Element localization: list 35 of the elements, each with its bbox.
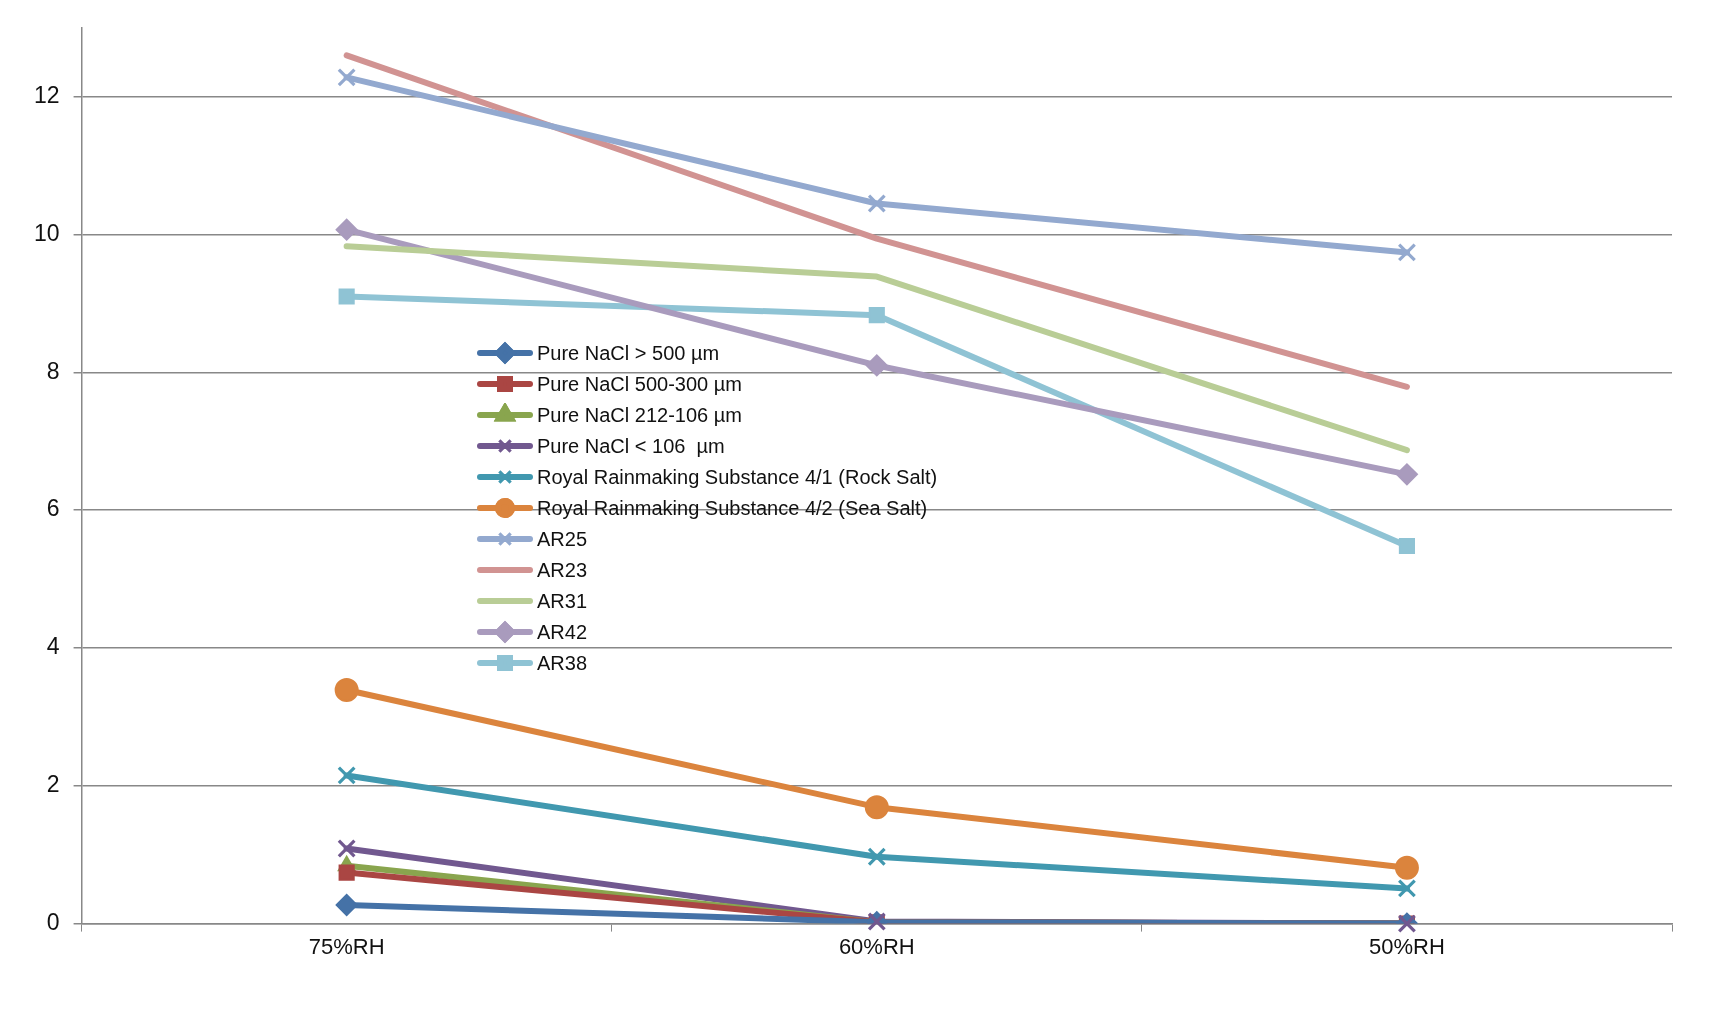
legend-label: AR25 [537,527,588,551]
point [335,218,358,241]
legend-label: AR31 [537,589,588,613]
point [334,678,359,702]
legend-label: Pure NaCl 500-300 µm [537,372,742,396]
legend-label: Pure NaCl > 500 µm [537,341,720,365]
legend-label: Pure NaCl 212-106 µm [537,403,742,427]
y-tick-label: 0 [46,908,60,935]
point [1398,537,1415,555]
y-tick-label: 2 [46,771,60,798]
point [338,288,355,305]
y-tick-label: 6 [46,495,60,522]
legend-label: Royal Rainmaking Substance 4/2 (Sea Salt) [537,496,928,520]
point [865,354,888,377]
point [1394,855,1419,880]
legend-label: AR42 [537,620,588,644]
y-tick-label: 12 [33,82,60,109]
point [864,795,889,820]
x-tick-label: 50%RH [1369,933,1445,959]
y-tick-label: 8 [46,357,60,384]
point [337,68,356,87]
x-tick-label: 60%RH [838,933,915,959]
y-tick-label: 10 [33,219,60,246]
legend-label: AR38 [537,651,588,675]
legend-label: Pure NaCl < 106 µm [537,434,725,458]
point [335,894,358,916]
point [868,307,885,324]
point [1395,463,1418,486]
point [337,766,356,785]
legend-label: Royal Rainmaking Substance 4/1 (Rock Salt) [537,465,938,489]
legend-label: AR23 [537,558,588,582]
point [337,839,356,858]
point [867,847,886,866]
y-tick-label: 4 [46,633,60,660]
x-tick-label: 75%RH [308,933,385,959]
